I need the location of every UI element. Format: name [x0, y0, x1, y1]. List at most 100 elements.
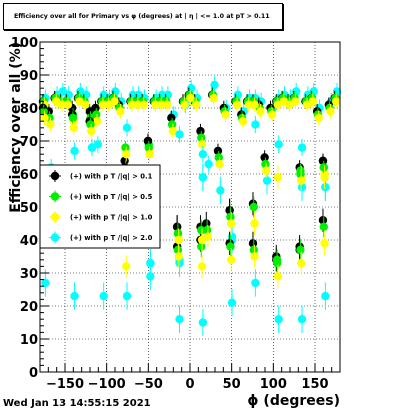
- legend-box: [39, 164, 161, 249]
- x-tick-label: 0: [185, 377, 194, 392]
- data-point: [39, 107, 48, 116]
- data-point: [198, 173, 208, 182]
- data-point: [186, 93, 195, 103]
- data-point: [70, 146, 79, 156]
- legend-marker: [50, 233, 60, 242]
- data-point: [227, 219, 236, 228]
- legend: (+) with p T /|q| > 0.1 (+) with p T /|q|…: [39, 164, 161, 249]
- data-point: [162, 100, 172, 109]
- data-point: [209, 93, 218, 103]
- data-point: [127, 100, 137, 109]
- data-point: [262, 166, 271, 175]
- data-point: [197, 133, 206, 142]
- data-point: [157, 100, 166, 109]
- data-point: [198, 150, 208, 159]
- data-point: [216, 186, 225, 195]
- y-tick-label: 30: [20, 267, 38, 282]
- data-point: [320, 173, 329, 182]
- data-point: [227, 255, 236, 264]
- data-point: [326, 107, 335, 116]
- data-point: [146, 272, 155, 281]
- data-point: [226, 212, 235, 222]
- data-point: [249, 245, 258, 255]
- data-point: [92, 117, 102, 126]
- data-point: [232, 100, 242, 109]
- data-point: [297, 143, 307, 152]
- x-tick-label: −100: [88, 377, 126, 392]
- data-point: [197, 262, 207, 271]
- data-point: [314, 113, 323, 123]
- data-point: [173, 229, 183, 238]
- data-point: [267, 110, 277, 119]
- data-point: [297, 183, 307, 192]
- data-point: [122, 291, 132, 301]
- data-point: [260, 153, 269, 162]
- data-point: [250, 252, 259, 261]
- data-point: [197, 140, 207, 149]
- legend-label: (+) with p T /|q| > 2.0: [70, 234, 153, 243]
- x-tick-label: 100: [260, 377, 287, 392]
- data-point: [214, 153, 223, 162]
- data-point: [81, 100, 90, 109]
- footer-timestamp: Wed Jan 13 14:55:15 2021: [3, 398, 151, 409]
- legend-label: (+) with p T /|q| > 0.5: [70, 193, 153, 202]
- y-tick-label: 80: [20, 102, 38, 117]
- data-point: [196, 126, 205, 136]
- data-point: [91, 103, 100, 113]
- data-point: [221, 110, 230, 119]
- data-point: [215, 159, 224, 169]
- data-point: [69, 123, 78, 132]
- data-point: [122, 262, 131, 271]
- y-tick-label: 0: [29, 366, 38, 381]
- data-point: [151, 100, 160, 109]
- y-tick-label: 20: [20, 300, 38, 315]
- y-tick-label: 50: [20, 201, 38, 216]
- data-point: [87, 143, 97, 152]
- data-point: [57, 100, 67, 109]
- data-point: [244, 100, 253, 109]
- data-point: [121, 143, 130, 152]
- data-point: [308, 97, 318, 106]
- legend-marker: [50, 171, 60, 181]
- x-tick-label: −50: [134, 377, 163, 392]
- data-point: [318, 156, 328, 165]
- data-point: [133, 100, 143, 109]
- tick-labels: −150 −100 −50 0 50 100 150 0 10 20 30 40 50 60 70 80 90 1…: [11, 36, 329, 392]
- data-point: [213, 146, 223, 156]
- data-point: [145, 150, 154, 159]
- y-tick-label: 40: [20, 234, 38, 249]
- x-tick-label: 50: [223, 377, 241, 392]
- data-point: [174, 235, 183, 245]
- legend-marker: [50, 212, 60, 222]
- data-point: [198, 318, 208, 327]
- title-box: Efficiency over all for Primary vs φ (de…: [3, 3, 283, 30]
- data-point: [250, 219, 259, 228]
- y-tick-label: 60: [20, 168, 38, 183]
- data-point: [318, 216, 328, 225]
- data-point: [197, 242, 206, 251]
- chart-title: Efficiency over all for Primary vs φ (de…: [14, 13, 270, 20]
- data-point: [98, 100, 108, 109]
- data-point: [92, 110, 101, 119]
- data-point: [274, 315, 283, 324]
- data-point: [173, 245, 183, 255]
- data-point: [291, 97, 300, 106]
- y-tick-label: 10: [20, 333, 38, 348]
- data-point: [87, 126, 96, 136]
- legend-label: (+) with p T /|q| > 0.1: [70, 173, 153, 182]
- data-point: [122, 150, 131, 159]
- data-point: [321, 291, 330, 301]
- data-point: [86, 120, 95, 129]
- y-tick-label: 70: [20, 135, 38, 150]
- data-point: [261, 159, 270, 169]
- data-point: [63, 100, 73, 109]
- data-point: [204, 159, 213, 169]
- data-point: [319, 222, 328, 231]
- data-point: [210, 80, 219, 90]
- x-tick-label: −150: [46, 377, 84, 392]
- data-point: [256, 107, 265, 116]
- data-point: [168, 126, 178, 136]
- data-point: [320, 239, 329, 248]
- data-point: [192, 100, 201, 109]
